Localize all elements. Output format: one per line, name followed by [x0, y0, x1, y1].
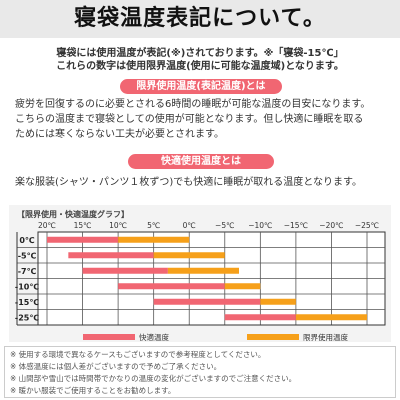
comfort-temperature-heading: 快適使用温度とは: [128, 154, 274, 169]
x-tick-label: 20℃: [38, 221, 56, 230]
intro-line-2: これらの数字は使用限界温度(使用に可能な温度域)となります。: [56, 61, 344, 72]
comfort-bar: [68, 252, 154, 259]
legend-comfort-swatch: [83, 334, 135, 340]
comfort-bar: [224, 314, 296, 321]
comfort-bar: [118, 283, 225, 290]
x-tick-label: 0℃: [183, 221, 196, 230]
limit-bar: [153, 252, 225, 259]
x-tick-label: −25℃: [355, 221, 379, 230]
category-label: -15℃: [15, 298, 39, 307]
comfort-temperature-description: 楽な服装(シャツ・パンツ１枚ずつ)でも快適に睡眠が取れる温度となります。: [15, 177, 363, 188]
limit-bar: [118, 236, 190, 243]
x-tick-label: −10℃: [248, 221, 272, 230]
category-label: -10℃: [15, 282, 39, 291]
limit-temperature-description: 疲労を回復するのに必要とされる6時間の睡眠が可能な温度の目安になります。 こちら…: [15, 97, 390, 142]
temperature-chart: 【限界使用・快適温度グラフ】 20℃ 15℃ 10℃ 5℃ 0℃ −5℃ −10℃ −15℃ −…: [9, 205, 391, 342]
page-title: 寝袋温度表記について。: [0, 0, 400, 38]
x-tick-label: 5℃: [147, 221, 160, 230]
intro-line-1: 寝袋には使用温度が表記(※)されております。※「寝袋-15℃」: [56, 48, 344, 59]
comfort-bar: [82, 267, 168, 274]
category-label: -25℃: [15, 313, 39, 322]
temperature-chart-svg: 20℃ 15℃ 10℃ 5℃ 0℃ −5℃ −10℃ −15℃ −20℃ −25℃ 0℃ -5℃ -7℃…: [15, 221, 386, 342]
category-label: -7℃: [18, 267, 37, 276]
legend-limit-swatch: [247, 334, 299, 340]
limit-bar: [167, 267, 239, 274]
limit-bar: [295, 314, 367, 321]
note-line: ※ 山間部や雪山では時間帯でかなりの温度の変化がございますのでご注意ください。: [10, 374, 297, 383]
limit-temperature-heading: 限界使用温度(表記温度)とは: [120, 79, 282, 94]
comfort-bar: [47, 236, 119, 243]
chart-title: 【限界使用・快適温度グラフ】: [17, 210, 129, 219]
note-line: ※ 暖かい服装でご使用することをお勧めします。: [10, 386, 176, 395]
limit-bar: [224, 283, 261, 290]
legend-comfort-label: 快適温度: [139, 332, 169, 342]
note-line: ※ 使用する環境で異なるケースもございますので参考程度としてください。: [10, 350, 266, 359]
x-tick-label: −5℃: [215, 221, 234, 230]
note-line: ※ 体感温度には個人差がございますので予めご了承ください。: [10, 362, 222, 371]
limit-description-line: 疲労を回復するのに必要とされる6時間の睡眠が可能な温度の目安になります。: [15, 99, 371, 110]
comfort-bar: [153, 298, 261, 305]
x-tick-label: 15℃: [74, 221, 92, 230]
legend-limit-label: 限界使用温度: [303, 332, 348, 342]
limit-description-line: こちらの温度まで寝袋としての使用が可能となります。但し快適に睡眠を取る: [15, 114, 364, 125]
limit-description-line: ためには寒くならない工夫が必要とされます。: [15, 129, 224, 140]
category-label: -5℃: [18, 251, 37, 260]
notes-box: ※ 使用する環境で異なるケースもございますので参考程度としてください。 ※ 体感…: [4, 346, 396, 398]
category-label: 0℃: [19, 236, 35, 245]
x-tick-label: −15℃: [284, 221, 308, 230]
x-tick-label: 10℃: [109, 221, 127, 230]
x-tick-label: −20℃: [319, 221, 343, 230]
limit-bar: [260, 298, 296, 305]
